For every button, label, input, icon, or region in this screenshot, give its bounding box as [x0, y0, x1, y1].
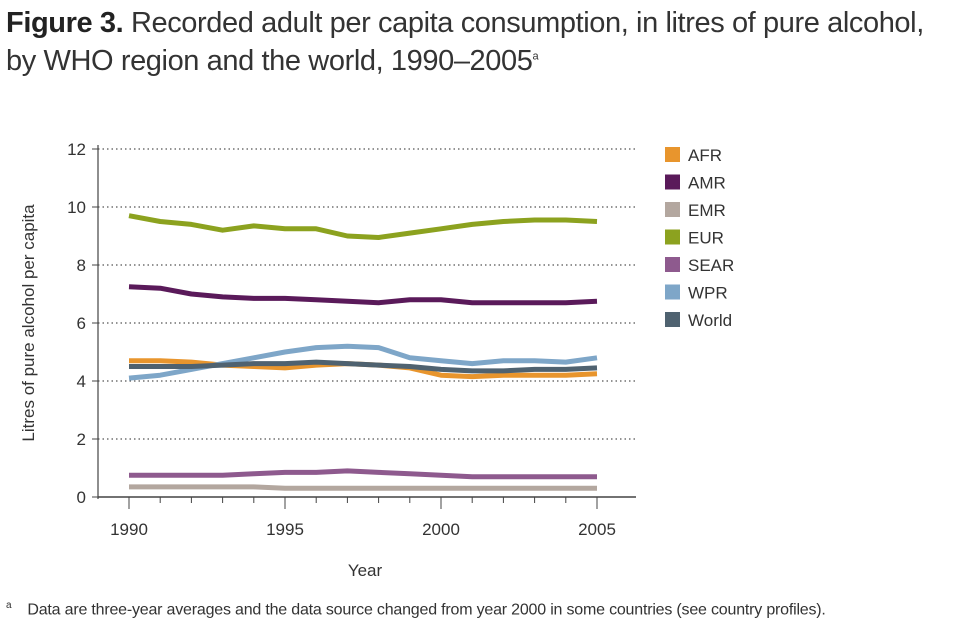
- y-tick-label: 2: [77, 430, 86, 449]
- legend-swatch-world: [665, 312, 680, 327]
- series-line-amr: [128, 284, 598, 306]
- footnote-text: Data are three-year averages and the dat…: [27, 601, 826, 619]
- legend-swatch-afr: [665, 147, 680, 162]
- legend-swatch-sear: [665, 257, 680, 272]
- x-tick-label: 1995: [266, 520, 304, 539]
- y-tick-label: 0: [77, 488, 86, 507]
- footnote: a Data are three-year averages and the da…: [6, 600, 956, 619]
- x-tick-label: 2005: [578, 520, 616, 539]
- y-tick-label: 6: [77, 314, 86, 333]
- legend-label-wpr: WPR: [688, 284, 728, 303]
- line-chart: 0 2 4 6 8 10 12 1990 1995 2000 2005 AFR AMR EMR EUR SE…: [19, 140, 734, 580]
- legend-label-amr: AMR: [688, 174, 726, 193]
- series-lines: [128, 213, 598, 491]
- figure-label: Figure 3.: [6, 7, 124, 39]
- x-tick-label: 1990: [110, 520, 148, 539]
- legend-label-world: World: [688, 311, 732, 330]
- series-line-sear: [129, 468, 597, 480]
- legend-label-eur: EUR: [688, 229, 724, 248]
- x-tick-label: 2000: [422, 520, 460, 539]
- y-tick-label: 4: [77, 372, 86, 391]
- legend-swatch-amr: [665, 174, 680, 190]
- footnote-marker: a: [6, 600, 12, 611]
- title-footnote-marker: a: [532, 50, 539, 63]
- legend-swatch-wpr: [665, 284, 680, 300]
- x-axis-label: Year: [348, 561, 383, 580]
- legend: AFR AMR EMR EUR SEAR WPR World: [665, 146, 734, 330]
- y-tick-label: 8: [77, 256, 86, 275]
- axes: 0 2 4 6 8 10 12 1990 1995 2000 2005: [67, 140, 636, 539]
- figure-title: Figure 3. Recorded adult per capita cons…: [6, 4, 956, 80]
- y-tick-label: 10: [67, 198, 86, 217]
- legend-label-sear: SEAR: [688, 256, 734, 275]
- y-tick-label: 12: [67, 140, 86, 159]
- series-line-eur: [128, 213, 598, 240]
- legend-label-afr: AFR: [688, 146, 722, 165]
- legend-swatch-emr: [665, 202, 680, 217]
- series-line-emr: [129, 484, 597, 491]
- series-line-world: [129, 359, 598, 374]
- legend-swatch-eur: [665, 229, 680, 245]
- figure-title-text: Recorded adult per capita consumption, i…: [6, 7, 924, 77]
- y-axis-label: Litres of pure alcohol per capita: [19, 204, 38, 442]
- legend-label-emr: EMR: [688, 201, 726, 220]
